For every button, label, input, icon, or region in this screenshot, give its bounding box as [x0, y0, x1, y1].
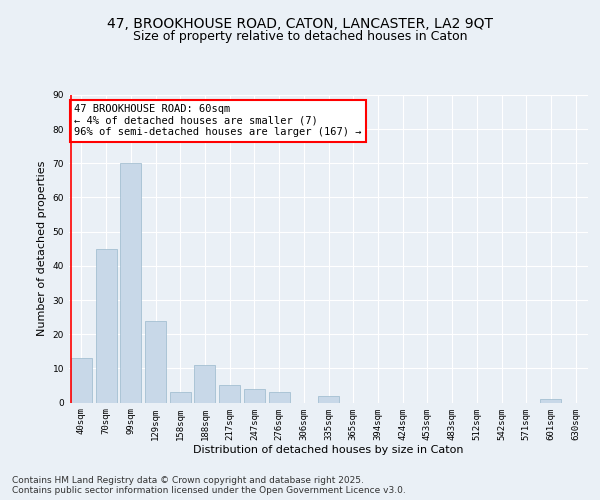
Bar	[244, 389, 265, 402]
Text: 47, BROOKHOUSE ROAD, CATON, LANCASTER, LA2 9QT: 47, BROOKHOUSE ROAD, CATON, LANCASTER, L…	[107, 18, 493, 32]
Bar	[145, 320, 166, 402]
Bar	[71, 358, 92, 403]
Bar	[541, 399, 562, 402]
Bar	[219, 386, 240, 402]
Text: Contains HM Land Registry data © Crown copyright and database right 2025.
Contai: Contains HM Land Registry data © Crown c…	[12, 476, 406, 495]
Bar	[318, 396, 339, 402]
Text: Size of property relative to detached houses in Caton: Size of property relative to detached ho…	[133, 30, 467, 43]
Bar	[95, 248, 116, 402]
Bar	[170, 392, 191, 402]
X-axis label: Distribution of detached houses by size in Caton: Distribution of detached houses by size …	[193, 445, 464, 455]
Bar	[120, 164, 141, 402]
Bar	[269, 392, 290, 402]
Y-axis label: Number of detached properties: Number of detached properties	[37, 161, 47, 336]
Text: 47 BROOKHOUSE ROAD: 60sqm
← 4% of detached houses are smaller (7)
96% of semi-de: 47 BROOKHOUSE ROAD: 60sqm ← 4% of detach…	[74, 104, 362, 138]
Bar	[194, 365, 215, 403]
